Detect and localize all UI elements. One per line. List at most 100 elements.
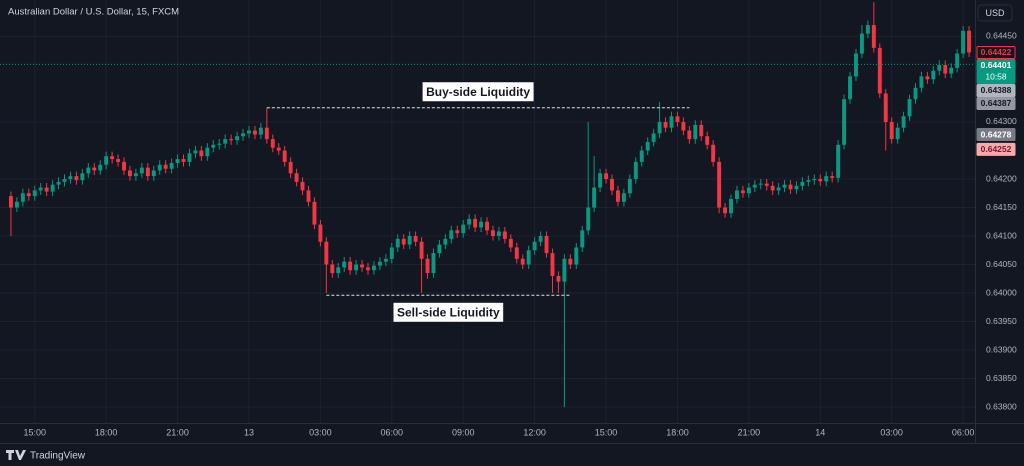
x-tick-label: 03:00 [880, 427, 903, 437]
candle-body [139, 167, 144, 174]
candle-body [247, 130, 251, 134]
candle-body [145, 167, 150, 177]
candle-body [377, 261, 382, 266]
price-label-box [976, 58, 1016, 84]
y-tick-label: 0.64300 [986, 116, 1017, 126]
candle-body [848, 76, 852, 100]
candle-body [854, 53, 858, 77]
candle-body [925, 76, 930, 80]
annotation-label: Sell-side Liquidity [397, 305, 500, 319]
candle-body [419, 241, 424, 259]
candle-body [615, 190, 620, 202]
candle-body [562, 258, 567, 282]
candle-body [824, 176, 829, 182]
candle-body [919, 76, 924, 88]
candle-body [675, 116, 680, 122]
price-label-box [976, 45, 1016, 59]
candle-body [312, 201, 317, 225]
candle-body [461, 224, 466, 234]
candle-body [788, 184, 793, 190]
x-tick-label: 13 [244, 427, 254, 437]
price-label: 0.64387 [981, 98, 1012, 108]
candle-body [782, 184, 787, 188]
candle-body [86, 167, 91, 174]
candle-body [717, 161, 722, 208]
candle-body [943, 64, 948, 74]
candle-body [473, 218, 478, 228]
price-label-box [976, 142, 1016, 156]
candle-body [211, 144, 216, 148]
candle-body [80, 173, 85, 181]
candle-body [104, 156, 109, 165]
candle-body [50, 184, 55, 192]
candle-body [163, 164, 168, 169]
candle-body [270, 139, 275, 148]
candle-body [574, 247, 579, 265]
price-label-time: 10:58 [985, 72, 1007, 82]
candle-body [14, 201, 19, 208]
candle-body [8, 196, 13, 208]
candle-body [752, 184, 757, 188]
candle-body [633, 161, 638, 180]
candle-body [193, 150, 198, 154]
y-tick-label: 0.64150 [986, 202, 1017, 212]
candle-body [538, 236, 543, 242]
candle-body [621, 193, 626, 202]
candle-body [610, 179, 614, 191]
candle-body [288, 161, 293, 174]
candle-body [437, 244, 442, 254]
price-label: 0.64252 [981, 144, 1012, 154]
candle-body [532, 241, 537, 251]
candle-body [122, 161, 126, 171]
y-tick-label: 0.64100 [986, 230, 1017, 240]
candle-body [889, 121, 894, 140]
candle-body [199, 150, 204, 157]
candle-body [26, 193, 31, 197]
candle-body [598, 173, 603, 188]
currency-button[interactable] [977, 4, 1013, 22]
candle-body [508, 238, 513, 248]
candle-body [937, 64, 942, 71]
y-tick-label: 0.64200 [986, 173, 1017, 183]
candle-body [895, 127, 900, 140]
candle-body [485, 221, 489, 231]
candle-body [604, 173, 609, 180]
candle-body [794, 185, 799, 190]
candle-body [401, 238, 406, 245]
candle-body [181, 159, 186, 162]
candle-body [955, 53, 960, 68]
candle-body [229, 139, 234, 141]
candle-body [865, 25, 870, 34]
y-tick-label: 0.63950 [986, 316, 1017, 326]
price-label-box [976, 96, 1016, 110]
x-tick-label: 03:00 [309, 427, 332, 437]
candle-body [913, 87, 918, 100]
candle-body [205, 147, 210, 157]
currency-label[interactable]: USD [985, 8, 1005, 18]
candle-body [169, 163, 174, 169]
candle-body [836, 144, 841, 178]
price-label-box [976, 83, 1016, 97]
price-label: 0.64422 [981, 47, 1012, 57]
candle-body [800, 181, 805, 186]
candle-body [669, 116, 674, 128]
candle-body [657, 121, 662, 134]
candle-body [449, 230, 454, 239]
candle-body [62, 179, 67, 182]
candle-body [818, 179, 823, 182]
candle-body [98, 164, 103, 171]
candle-body [592, 187, 597, 208]
candle-body [431, 253, 436, 274]
candle-body [116, 159, 121, 162]
candle-body [734, 190, 739, 199]
price-label: 0.64388 [981, 85, 1012, 95]
candle-body [425, 258, 430, 274]
candle-body [645, 141, 650, 151]
candle-body [264, 127, 269, 140]
candle-body [389, 247, 394, 259]
x-tick-label: 21:00 [166, 427, 189, 437]
candle-body [306, 190, 311, 202]
candle-body [443, 238, 448, 245]
candle-body [949, 67, 954, 74]
candle-body [20, 193, 25, 202]
